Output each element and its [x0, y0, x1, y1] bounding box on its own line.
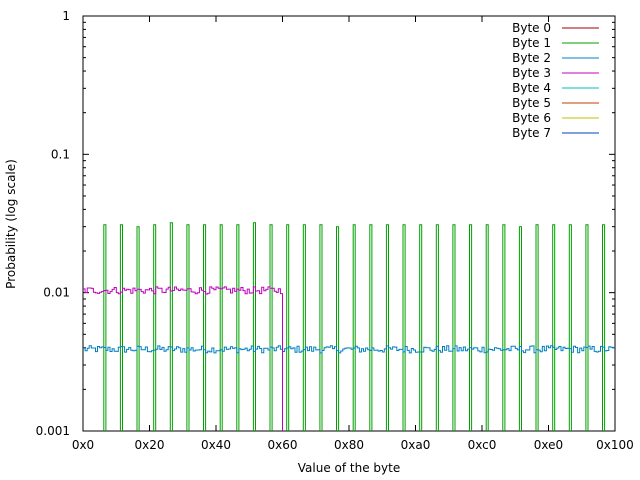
y-tick-label: 1: [62, 9, 70, 23]
legend-label: Byte 5: [512, 96, 551, 110]
x-tick-label: 0xc0: [468, 438, 497, 452]
legend-label: Byte 6: [512, 111, 551, 125]
x-tick-label: 0x20: [134, 438, 164, 452]
x-tick-label: 0x60: [267, 438, 297, 452]
legend-label: Byte 3: [512, 66, 551, 80]
y-axis-title: Probability (log scale): [4, 159, 18, 289]
y-tick-label: 0.01: [43, 286, 70, 300]
series-line-byte-1: [103, 222, 606, 431]
x-axis-title: Value of the byte: [298, 461, 400, 475]
legend-label: Byte 4: [512, 81, 551, 95]
x-tick-label: 0xe0: [534, 438, 563, 452]
x-tick-label: 0xa0: [401, 438, 431, 452]
x-tick-label: 0x0: [72, 438, 94, 452]
legend-label: Byte 1: [512, 36, 551, 50]
x-tick-label: 0x40: [201, 438, 231, 452]
legend-label: Byte 2: [512, 51, 551, 65]
x-tick-label: 0x80: [334, 438, 364, 452]
x-tick-label: 0x100: [596, 438, 634, 452]
series-line-byte-2: [83, 345, 615, 354]
series-layer: [83, 222, 615, 431]
series-line-byte-3: [83, 286, 283, 431]
y-tick-label: 0.1: [51, 147, 70, 161]
axis-ticks: 0x0 0x20 0x40 0x60 0x80 0xa0 0xc0 0xe0 0x100 1 0.1…: [36, 9, 634, 452]
y-tick-label: 0.001: [36, 424, 70, 438]
legend-label: Byte 7: [512, 126, 551, 140]
legend-label: Byte 0: [512, 21, 551, 35]
